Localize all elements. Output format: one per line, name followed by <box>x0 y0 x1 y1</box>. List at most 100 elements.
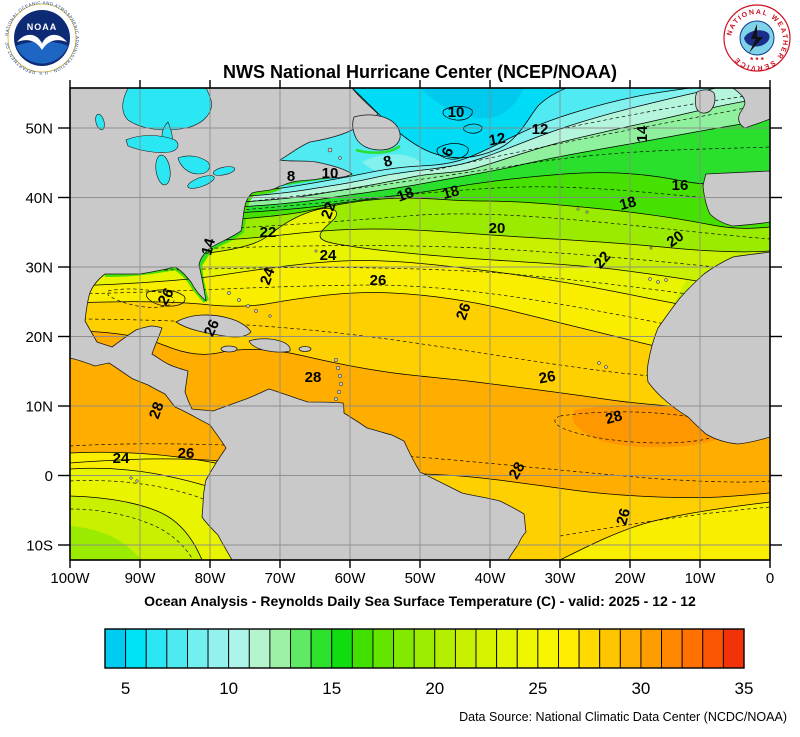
nws-lightning-icon <box>749 24 763 53</box>
grand-banks-cold-wedge <box>362 154 420 174</box>
colorbar-cell <box>599 628 621 669</box>
colorbar-cell <box>310 628 333 669</box>
colorbar-cell <box>558 628 580 669</box>
contour-label: 14 <box>198 236 219 257</box>
lake-ontario <box>212 166 236 176</box>
contour-label: 16 <box>672 177 689 194</box>
grid-lines <box>70 88 770 560</box>
colorbar-cell <box>125 628 147 669</box>
cold-core <box>420 88 524 119</box>
colorbar-cell <box>640 628 662 669</box>
colorbar: 5 10 15 20 25 30 35 <box>104 628 754 698</box>
contour-label: 14 <box>634 125 651 142</box>
x-axis-label: 90W <box>125 570 157 587</box>
axis-labels: 100W 90W 80W 70W 60W 50W 40W 30W 20W 10W 0 50N 40N 30… <box>25 121 774 588</box>
jamaica <box>220 345 238 353</box>
x-axis-label: 20W <box>615 570 647 587</box>
colorbar-cell <box>351 628 374 669</box>
colorbar-tick-label: 20 <box>425 679 444 698</box>
colorbar-cell <box>434 628 456 669</box>
colorbar-tick-label: 25 <box>528 679 547 698</box>
contour-label: 26 <box>613 507 634 528</box>
small-islands <box>129 147 668 483</box>
africa <box>646 251 770 445</box>
y-axis-label: 20N <box>25 329 53 346</box>
noaa-gull-icon <box>17 34 67 50</box>
colorbar-tick-label: 15 <box>322 679 341 698</box>
contour-label: 26 <box>370 272 387 289</box>
colorbar-cell <box>619 628 642 669</box>
y-axis-label: 10S <box>26 538 53 555</box>
contour-label: 22 <box>318 200 340 221</box>
colorbar-cell <box>372 628 395 669</box>
colorbar-tick-label: 30 <box>631 679 650 698</box>
americas-landmass <box>70 88 527 560</box>
x-axis-label: 50W <box>405 570 437 587</box>
y-axis-label: 0 <box>45 468 53 485</box>
contour-label: 24 <box>113 450 130 467</box>
x-axis-label: 100W <box>50 570 90 587</box>
contour-label: 18 <box>395 184 416 206</box>
colorbar-cell <box>207 628 230 669</box>
map-caption: Ocean Analysis - Reynolds Daily Sea Surf… <box>144 593 696 609</box>
colorbar-tick-label: 35 <box>735 679 754 698</box>
contour-label: 20 <box>489 220 506 237</box>
contour-label: 12 <box>488 130 507 150</box>
x-axis-label: 80W <box>195 570 227 587</box>
noaa-wordmark: NOAA <box>27 22 58 32</box>
contour-label: 22 <box>260 224 277 241</box>
colorbar-cell <box>413 628 436 669</box>
colorbar-cell <box>228 628 250 669</box>
colorbar-cell <box>269 628 291 669</box>
y-axis-label: 10N <box>25 399 53 416</box>
colorbar-cell <box>331 628 353 669</box>
contour-label: 28 <box>305 369 322 386</box>
newfoundland <box>352 114 401 151</box>
colorbar-cell <box>248 628 271 669</box>
contour-label: 28 <box>146 400 168 421</box>
colorbar-cell <box>166 628 188 669</box>
contour-label: 26 <box>155 285 178 308</box>
colorbar-cell <box>661 628 683 669</box>
landmasses <box>70 88 770 560</box>
lake-winnipeg <box>95 113 105 131</box>
colorbar-cell <box>454 628 477 669</box>
noaa-logo: NATIONAL OCEANIC AND ATMOSPHERIC ADMINIS… <box>0 0 79 76</box>
cuba <box>175 314 252 338</box>
contour-label: 28 <box>506 459 529 482</box>
lake-michigan <box>155 154 171 186</box>
contour-label: 8 <box>287 168 295 185</box>
iberia <box>702 170 770 227</box>
contour-label: 10 <box>322 165 339 182</box>
colorbar-cell <box>475 628 498 669</box>
contour-label: 28 <box>604 407 625 428</box>
contour-label: 24 <box>320 247 337 264</box>
nws-stars: * * * <box>750 56 765 65</box>
contour-label: 24 <box>257 265 279 287</box>
colorbar-cell <box>187 628 209 669</box>
colorbar-cell <box>578 628 601 669</box>
colorbar-cell <box>702 628 724 669</box>
x-axis-label: 10W <box>685 570 717 587</box>
x-axis-label: 70W <box>265 570 297 587</box>
contour-label: 26 <box>538 368 557 388</box>
puerto-rico <box>298 346 312 352</box>
contour-label: 12 <box>532 121 549 138</box>
contour-label: 20 <box>664 228 687 251</box>
lake-erie <box>187 175 215 189</box>
contour-label: 26 <box>453 301 475 322</box>
data-source-note: Data Source: National Climatic Data Cent… <box>459 710 787 724</box>
contour-label: 18 <box>441 182 462 203</box>
pacific-18-20 <box>70 526 142 560</box>
colorbar-cell <box>496 628 518 669</box>
colorbar-cell <box>537 628 559 669</box>
contour-label: 10 <box>448 104 465 121</box>
colorbar-cell <box>104 628 127 669</box>
great-britain <box>732 88 770 129</box>
contour-label: 26 <box>178 445 195 462</box>
contour-label: 26 <box>201 317 223 339</box>
colorbar-border <box>104 628 745 669</box>
tick-marks <box>58 80 782 568</box>
colorbar-cell <box>516 628 539 669</box>
